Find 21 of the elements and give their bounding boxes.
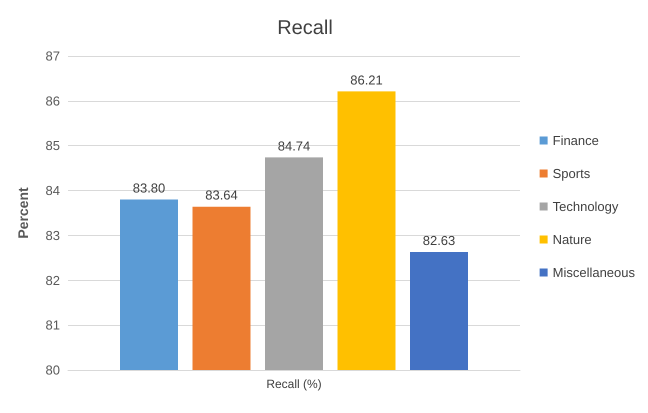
y-tick-label: 84	[46, 183, 60, 198]
legend-label: Technology	[552, 199, 619, 214]
y-tick-label: 87	[46, 48, 60, 64]
y-tick-label: 85	[46, 138, 60, 154]
data-label: 83.64	[205, 188, 238, 203]
x-tick-label: Recall (%)	[266, 377, 322, 391]
legend-label: Finance	[552, 133, 599, 148]
data-label: 83.80	[132, 180, 166, 196]
legend-label: Sports	[552, 166, 591, 181]
y-tick-label: 82	[46, 272, 60, 288]
y-tick-label: 86	[46, 93, 60, 108]
legend-label: Nature	[552, 232, 592, 247]
data-label: 82.63	[422, 233, 456, 248]
y-tick-label: 80	[46, 362, 60, 378]
y-tick-label: 83	[46, 228, 60, 243]
data-label: 84.74	[278, 138, 310, 154]
data-label: 86.21	[350, 72, 383, 88]
legend-label: Miscellaneous	[552, 265, 636, 280]
y-axis-title: Percent	[15, 186, 31, 239]
y-tick-label: 81	[46, 318, 60, 333]
chart-title: Recall	[277, 17, 333, 39]
